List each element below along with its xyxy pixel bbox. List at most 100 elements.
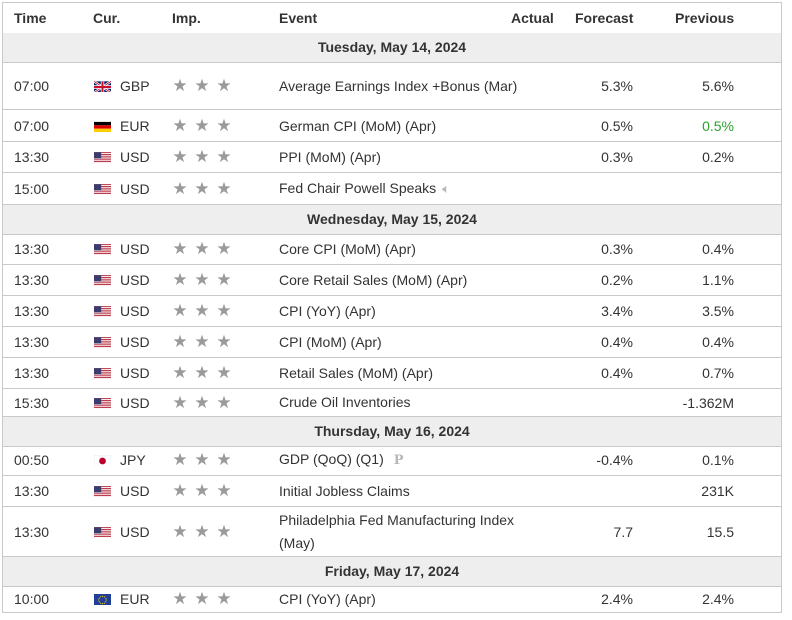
event-previous: 3.5%: [702, 303, 734, 319]
event-forecast: 0.5%: [601, 118, 633, 134]
importance-stars: ★ ★ ★: [171, 445, 237, 475]
col-currency[interactable]: Cur.: [93, 10, 121, 26]
importance-star-icon: ★: [194, 363, 210, 382]
event-time: 13:30: [14, 523, 50, 540]
importance-star-icon: ★: [216, 270, 232, 289]
importance-star-icon: ★: [172, 270, 188, 289]
event-name-text[interactable]: CPI (YoY) (Apr): [279, 302, 376, 319]
day-header: Wednesday, May 15, 2024: [3, 205, 781, 235]
event-name-text[interactable]: Fed Chair Powell Speaks: [279, 180, 437, 196]
event-name[interactable]: Fed Chair Powell Speaks 🔈︎: [279, 173, 519, 204]
event-currency: JPY: [120, 452, 146, 468]
event-row[interactable]: 13:30 USD ★ ★ ★ Retail Sales (MoM) (Apr) 0…: [3, 358, 781, 389]
event-name-text[interactable]: CPI (MoM) (Apr): [279, 333, 382, 350]
event-row[interactable]: 13:30 USD ★ ★ ★ Core Retail Sales (MoM) (A…: [3, 265, 781, 296]
importance-star-icon: ★: [216, 589, 232, 608]
event-name-text[interactable]: Crude Oil Inventories: [279, 394, 411, 410]
importance-star-icon: ★: [172, 178, 188, 198]
event-time: 10:00: [14, 591, 50, 607]
event-name-text[interactable]: Retail Sales (MoM) (Apr): [279, 364, 434, 381]
event-name[interactable]: Initial Jobless Claims: [279, 476, 519, 506]
event-previous: 5.6%: [702, 78, 734, 94]
flag-us-icon: [94, 507, 111, 556]
importance-star-icon: ★: [216, 76, 232, 95]
event-row[interactable]: 00:50 JPY ★ ★ ★ GDP (QoQ) (Q1) P -0.4% 0.1%: [3, 445, 781, 476]
flag-us-icon: [94, 142, 111, 172]
event-name[interactable]: PPI (MoM) (Apr): [279, 142, 519, 172]
event-row[interactable]: 07:00 GBP ★ ★ ★ Average Earnings Index +Bo…: [3, 63, 781, 110]
importance-star-icon: ★: [194, 270, 210, 289]
event-name-text[interactable]: PPI (MoM) (Apr): [279, 148, 381, 165]
event-time: 07:00: [14, 78, 50, 94]
event-row[interactable]: 07:00 EUR ★ ★ ★ German CPI (MoM) (Apr) 0.5…: [3, 111, 781, 142]
importance-stars: ★ ★ ★: [171, 111, 237, 141]
event-row[interactable]: 15:30 USD ★ ★ ★ Crude Oil Inventories -1.3…: [3, 389, 781, 417]
event-previous: -1.362M: [682, 394, 734, 411]
flag-us-icon: [94, 173, 111, 204]
col-event[interactable]: Event: [279, 10, 318, 26]
event-row[interactable]: 13:30 USD ★ ★ ★ Philadelphia Fed Manufactu…: [3, 507, 781, 557]
event-row[interactable]: 13:30 USD ★ ★ ★ CPI (MoM) (Apr) 0.4% 0.4%: [3, 327, 781, 358]
event-name[interactable]: CPI (MoM) (Apr): [279, 327, 519, 357]
importance-star-icon: ★: [216, 481, 232, 500]
event-time: 13:30: [14, 272, 50, 288]
event-currency: USD: [120, 272, 150, 288]
importance-star-icon: ★: [194, 481, 210, 500]
event-row[interactable]: 13:30 USD ★ ★ ★ PPI (MoM) (Apr) 0.3% 0.2%: [3, 142, 781, 173]
event-forecast: 3.4%: [601, 303, 633, 319]
importance-star-icon: ★: [172, 481, 188, 500]
importance-star-icon: ★: [216, 363, 232, 382]
event-name[interactable]: Average Earnings Index +Bonus (Mar): [279, 63, 519, 109]
importance-star-icon: ★: [194, 147, 210, 166]
speaker-icon[interactable]: 🔈︎: [442, 181, 450, 196]
col-forecast[interactable]: Forecast: [575, 10, 634, 26]
event-forecast: 0.3%: [601, 149, 633, 165]
importance-stars: ★ ★ ★: [171, 63, 237, 109]
col-importance[interactable]: Imp.: [172, 10, 201, 26]
event-name[interactable]: Retail Sales (MoM) (Apr): [279, 358, 519, 388]
importance-star-icon: ★: [172, 239, 188, 258]
col-actual[interactable]: Actual: [511, 10, 554, 26]
event-row[interactable]: 13:30 USD ★ ★ ★ Core CPI (MoM) (Apr) 0.3% …: [3, 234, 781, 265]
event-name[interactable]: CPI (YoY) (Apr): [279, 296, 519, 326]
importance-star-icon: ★: [194, 589, 210, 608]
event-previous: 0.4%: [702, 334, 734, 350]
event-name[interactable]: Core Retail Sales (MoM) (Apr): [279, 265, 519, 295]
importance-star-icon: ★: [172, 521, 188, 541]
importance-star-icon: ★: [194, 450, 210, 469]
event-row[interactable]: 15:00 USD ★ ★ ★ Fed Chair Powell Speaks 🔈︎: [3, 173, 781, 205]
event-name-text[interactable]: Core CPI (MoM) (Apr): [279, 240, 416, 257]
event-row[interactable]: 13:30 USD ★ ★ ★ Initial Jobless Claims 231…: [3, 476, 781, 507]
event-currency: GBP: [120, 78, 150, 94]
col-previous[interactable]: Previous: [675, 10, 735, 26]
flag-de-icon: [94, 111, 111, 141]
event-name-text[interactable]: GDP (QoQ) (Q1): [279, 451, 384, 467]
importance-stars: ★ ★ ★: [171, 142, 237, 172]
col-time[interactable]: Time: [14, 10, 47, 26]
event-currency: USD: [120, 303, 150, 319]
event-currency: EUR: [120, 118, 150, 134]
importance-stars: ★ ★ ★: [171, 389, 237, 416]
event-name-text[interactable]: Initial Jobless Claims: [279, 482, 410, 499]
event-name-text[interactable]: German CPI (MoM) (Apr): [279, 117, 437, 134]
event-name[interactable]: Core CPI (MoM) (Apr): [279, 234, 519, 264]
event-name[interactable]: Philadelphia Fed Manufacturing Index (Ma…: [279, 507, 519, 556]
event-row[interactable]: 13:30 USD ★ ★ ★ CPI (YoY) (Apr) 3.4% 3.5%: [3, 296, 781, 327]
event-name-text[interactable]: Average Earnings Index +Bonus (Mar): [279, 77, 518, 94]
event-name[interactable]: GDP (QoQ) (Q1) P: [279, 445, 519, 475]
event-name-text[interactable]: Philadelphia Fed Manufacturing Index (Ma…: [279, 511, 515, 551]
importance-star-icon: ★: [216, 332, 232, 351]
event-currency: USD: [120, 394, 150, 411]
event-name-text[interactable]: CPI (YoY) (Apr): [279, 590, 376, 607]
event-name[interactable]: German CPI (MoM) (Apr): [279, 111, 519, 141]
importance-stars: ★ ★ ★: [171, 234, 237, 264]
event-row[interactable]: 10:00 EUR ★ ★ ★ CPI (YoY) (Apr) 2.4% 2.4%: [3, 586, 781, 613]
event-name[interactable]: CPI (YoY) (Apr): [279, 586, 519, 612]
importance-star-icon: ★: [172, 589, 188, 608]
event-previous: 0.1%: [702, 452, 734, 468]
importance-star-icon: ★: [216, 147, 232, 166]
importance-star-icon: ★: [172, 147, 188, 166]
event-time: 00:50: [14, 452, 50, 468]
event-name-text[interactable]: Core Retail Sales (MoM) (Apr): [279, 271, 468, 288]
event-name[interactable]: Crude Oil Inventories: [279, 389, 519, 416]
